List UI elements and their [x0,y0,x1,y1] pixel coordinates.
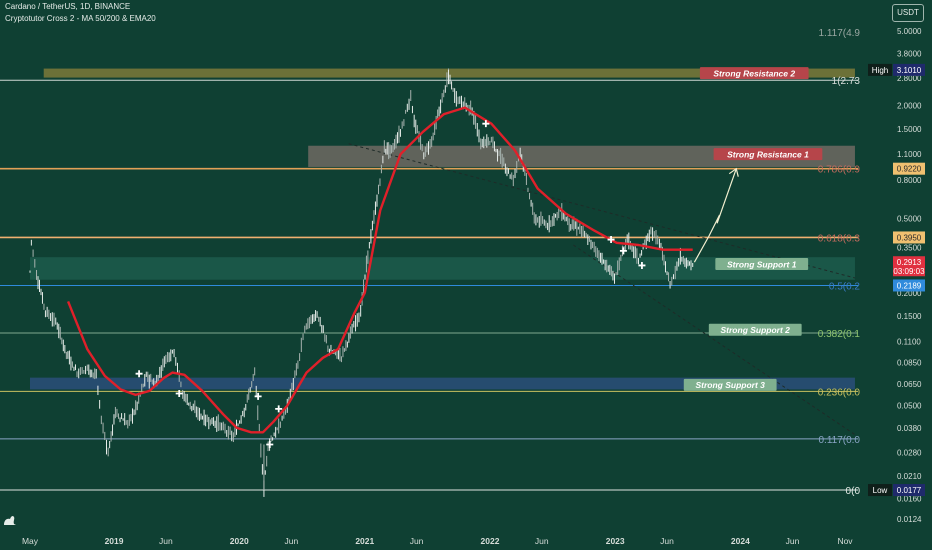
moving-average-line [66,106,693,434]
price-tick-19: 0.0124 [897,515,922,524]
cross-marker-0 [135,370,143,378]
fib-label-6: 0.236(0.0 [818,387,861,398]
zone-label-box-3 [708,323,802,336]
fib-label-8: 0(0 [846,486,861,497]
zone-label-4: Strong Support 3 [695,380,765,390]
tradingview-logo-icon [4,515,16,525]
price-label-box-2 [893,231,925,244]
price-tick-17: 0.0210 [897,472,922,481]
cross-marker-1 [175,390,183,398]
time-tick-0: May [22,536,39,546]
time-tick-2: Jun [159,536,173,546]
fib-label-3: 0.618(0.3 [818,233,861,244]
price-tick-14: 0.0500 [897,402,922,411]
cross-marker-6 [607,236,615,244]
zone-label-3: Strong Support 2 [721,325,791,335]
zone-4 [30,377,855,390]
price-label-0: 3.1010 [897,66,922,75]
projection-arrowhead [728,167,739,177]
currency-button[interactable]: USDT [892,4,924,22]
price-tick-18: 0.0160 [897,494,922,503]
cross-marker-3 [275,405,283,413]
zone-label-box-0 [699,67,809,80]
zone-label-2: Strong Support 1 [727,259,797,269]
price-tick-3: 2.0000 [897,102,922,111]
fib-label-5: 0.382(0.1 [818,329,861,340]
cross-marker-7 [619,247,627,255]
fib-label-0: 1.117(4.9 [818,28,860,39]
price-label-4: 0.2189 [897,281,922,290]
price-tag-0: High [872,66,888,75]
price-label-2: 0.3950 [897,233,922,242]
fib-label-4: 0.5(0.2 [829,281,861,292]
zone-label-1: Strong Resistance 1 [727,149,809,159]
time-tick-9: 2023 [606,536,625,546]
price-label-box-0 [893,63,925,76]
projection-line [693,168,737,263]
candles [29,68,694,497]
time-tick-6: Jun [410,536,424,546]
price-tick-11: 0.1100 [897,337,921,346]
trendline-1 [573,244,856,436]
price-label-box-4 [893,279,925,292]
time-tick-3: 2020 [230,536,249,546]
price-label-5: 0.0177 [897,486,922,495]
time-tick-12: Jun [786,536,800,546]
zone-label-box-4 [683,378,777,391]
price-label-1: 0.9220 [897,165,922,174]
price-tick-4: 1.5000 [897,125,922,134]
zone-0 [43,68,855,78]
price-label-3: 0.2913 [897,258,922,267]
indicator-name: Cryptotutor Cross 2 - MA 50/200 & EMA20 [5,14,156,23]
cross-marker-4 [266,440,274,448]
zone-label-box-2 [715,258,809,271]
time-tick-7: 2022 [481,536,500,546]
time-tick-10: Jun [660,536,674,546]
zone-label-box-1 [713,148,823,161]
price-label-box-1 [893,162,925,175]
time-tick-1: 2019 [105,536,124,546]
price-tick-2: 2.8000 [897,74,922,83]
time-tick-8: Jun [535,536,549,546]
price-label-box-3 [893,256,925,277]
price-tick-9: 0.2000 [897,289,922,298]
cross-marker-8 [638,261,646,269]
price-tick-1: 3.8000 [897,49,922,58]
price-tick-6: 0.8000 [897,176,922,185]
time-tick-11: 2024 [731,536,750,546]
countdown-label: 03:09:03 [893,267,925,276]
fib-label-7: 0.117(0.0 [818,435,860,446]
price-tag-5: Low [873,486,888,495]
fib-label-1: 1(2.73 [832,76,861,87]
price-tag-box-5 [868,484,892,497]
chart-title: Cardano / TetherUS, 1D, BINANCE [5,2,131,11]
cross-marker-2 [254,392,262,400]
price-tick-12: 0.0850 [897,358,922,367]
price-tick-5: 1.1000 [897,150,922,159]
zone-2 [30,257,855,280]
price-tick-8: 0.3500 [897,243,922,252]
price-tag-box-0 [868,63,892,76]
time-tick-4: Jun [285,536,299,546]
time-tick-5: 2021 [355,536,374,546]
price-tick-16: 0.0280 [897,449,922,458]
cross-marker-5 [482,120,490,128]
price-tick-15: 0.0380 [897,424,922,433]
price-tick-13: 0.0650 [897,380,922,389]
price-tick-0: 5.0000 [897,27,922,36]
zone-label-0: Strong Resistance 2 [713,68,795,78]
price-label-box-5 [893,484,925,497]
price-tick-7: 0.5000 [897,214,922,223]
time-tick-13: Nov [837,536,853,546]
fib-label-2: 0.786(0.9 [818,165,861,176]
price-tick-10: 0.1500 [897,312,922,321]
